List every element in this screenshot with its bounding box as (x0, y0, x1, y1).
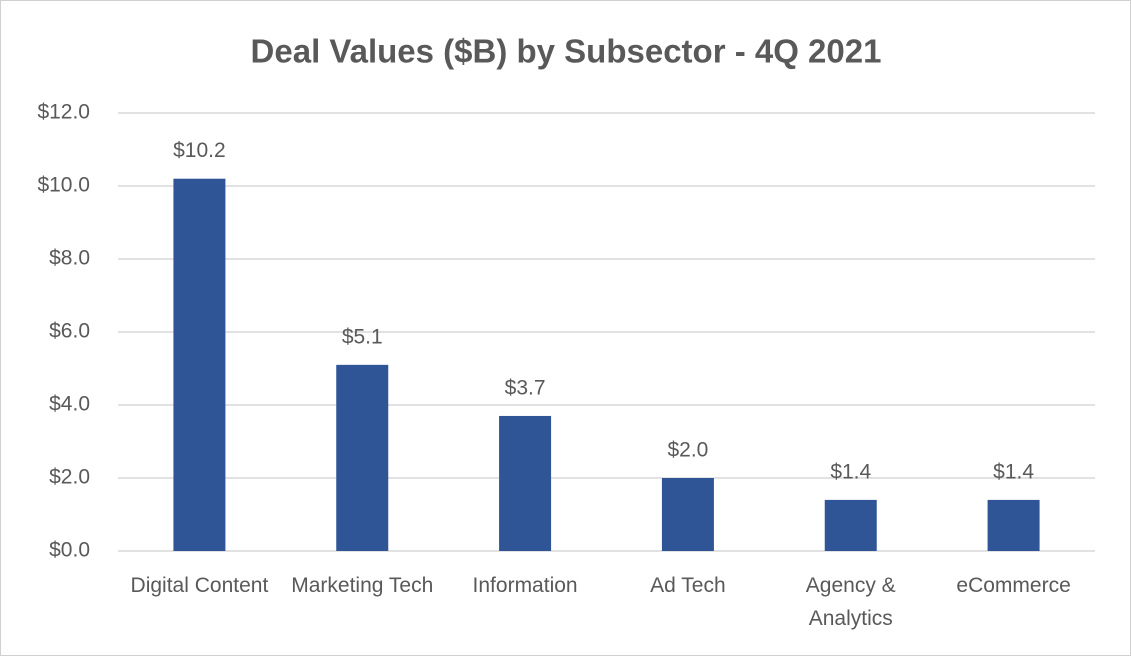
bar (499, 415, 552, 551)
bar (173, 178, 226, 551)
y-tick-label: $10.0 (37, 174, 90, 197)
y-tick-label: $12.0 (37, 101, 90, 124)
x-tick-label: Ad Tech (650, 574, 726, 597)
x-tick-label: Marketing Tech (291, 574, 434, 597)
bar (824, 499, 877, 551)
bar (987, 499, 1040, 551)
y-tick-label: $6.0 (49, 320, 90, 343)
y-tick-label: $4.0 (49, 393, 90, 416)
data-label: $5.1 (342, 325, 383, 348)
data-label: $3.7 (505, 376, 546, 399)
bar (661, 478, 714, 551)
x-tick-label: Information (472, 574, 578, 597)
chart-title: Deal Values ($B) by Subsector - 4Q 2021 (251, 33, 882, 70)
y-tick-label: $8.0 (49, 247, 90, 270)
x-tick-label: Digital Content (130, 574, 269, 597)
x-tick-label: eCommerce (956, 574, 1071, 597)
bar (336, 364, 389, 551)
data-label: $10.2 (173, 139, 226, 162)
y-tick-label: $2.0 (49, 466, 90, 489)
data-label: $1.4 (993, 460, 1034, 483)
data-label: $1.4 (830, 460, 871, 483)
data-label: $2.0 (667, 439, 708, 462)
x-tick-label: Agency & Analytics (805, 574, 896, 630)
y-tick-label: $0.0 (49, 539, 90, 562)
